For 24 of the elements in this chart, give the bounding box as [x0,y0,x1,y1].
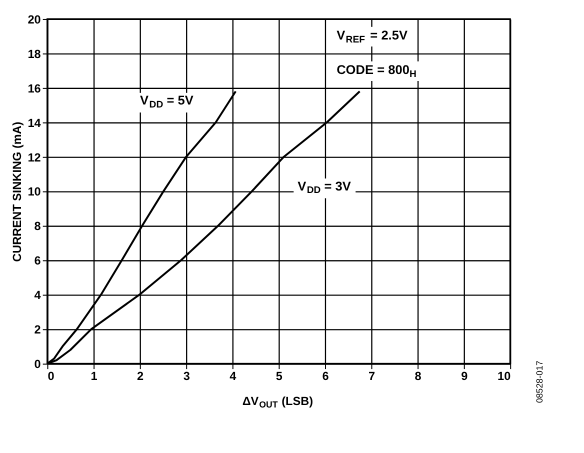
x-tick-label: 8 [414,368,422,383]
x-tick-label: 7 [368,368,376,383]
y-tick-label: 6 [34,254,42,268]
text: 08528-017 [534,360,545,404]
y-tick-label: 20 [28,12,42,26]
x-tick-label: 2 [137,368,144,383]
x-tick-label: 4 [230,368,237,383]
y-tick-label: 2 [34,322,42,337]
x-tick-label: 9 [461,368,468,383]
y-tick-label: 0 [34,357,42,372]
x-tick-label: 1 [90,368,98,383]
y-tick-label: 12 [28,150,42,164]
x-tick-label: 6 [322,368,330,383]
y-tick-label: 8 [34,219,42,234]
y-tick-label: 18 [28,46,42,61]
y-tick-label: 10 [28,184,42,199]
y-tick-label: 14 [28,116,42,130]
y-tick-label: 16 [28,81,42,96]
y-axis-title: CURRENT SINKING (mA) [10,122,24,262]
x-tick-label: 3 [183,368,190,383]
y-tick-label: 4 [34,288,42,302]
x-tick-label: 10 [498,368,512,383]
x-tick-label: 0 [48,368,55,383]
x-tick-label: 5 [276,368,283,383]
